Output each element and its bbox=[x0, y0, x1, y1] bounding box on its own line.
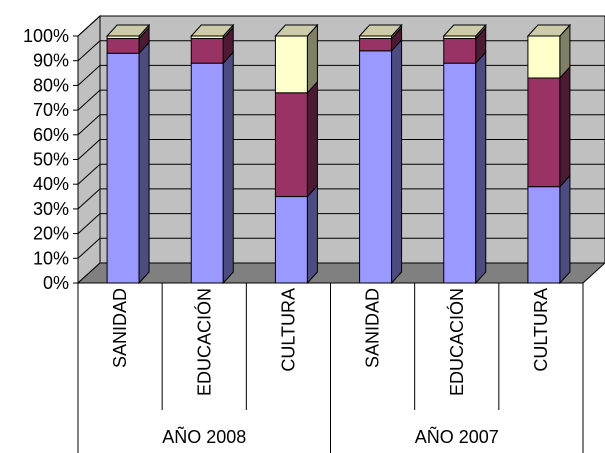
bar-side bbox=[306, 80, 318, 198]
bar-side bbox=[475, 50, 487, 285]
gridline-side bbox=[77, 213, 101, 234]
bars bbox=[105, 23, 572, 285]
bar-segment bbox=[527, 23, 571, 80]
gridline-side bbox=[77, 163, 101, 185]
y-tick-label: 80% bbox=[33, 75, 69, 95]
bar-segment bbox=[443, 50, 487, 285]
bar-top bbox=[358, 24, 403, 37]
category-label: SANIDAD bbox=[363, 288, 383, 368]
gridline-side bbox=[77, 15, 101, 37]
bar-side bbox=[138, 40, 150, 285]
bar-segment bbox=[527, 65, 571, 188]
bar-top bbox=[442, 24, 487, 37]
category-label: CULTURA bbox=[278, 288, 298, 372]
y-tick-label: 70% bbox=[33, 100, 69, 120]
gridline-side bbox=[77, 237, 101, 259]
bar-segment bbox=[274, 23, 318, 95]
bar-front bbox=[359, 37, 393, 52]
gridline-side bbox=[77, 89, 101, 111]
y-tick-label: 30% bbox=[33, 199, 69, 219]
y-tick-label: 60% bbox=[33, 125, 69, 145]
bar-segment bbox=[274, 80, 318, 198]
chart-walls bbox=[77, 14, 605, 285]
bar-front bbox=[106, 52, 140, 284]
y-tick-label: 100% bbox=[23, 26, 69, 46]
floor-plane bbox=[76, 262, 605, 284]
gridline-side bbox=[77, 65, 101, 86]
bar-top bbox=[274, 24, 319, 37]
y-tick-label: 40% bbox=[33, 174, 69, 194]
y-axis: 0% 10% 20% 30% 40% 50% 60% 70% 80% 90% 100% bbox=[23, 26, 79, 293]
group-label: AÑO 2008 bbox=[162, 426, 246, 447]
gridline-side bbox=[77, 188, 101, 210]
bar-front bbox=[274, 92, 308, 198]
category-label: EDUCACIÓN bbox=[446, 288, 467, 396]
gridline-side bbox=[77, 139, 101, 160]
bar-front bbox=[527, 186, 561, 284]
bar-front bbox=[443, 37, 477, 64]
bar-top bbox=[105, 24, 151, 37]
bar-side bbox=[559, 65, 571, 188]
category-label: EDUCACIÓN bbox=[193, 288, 214, 396]
bar-side bbox=[559, 174, 571, 285]
bar-segment bbox=[190, 50, 234, 285]
bar-segment bbox=[106, 40, 150, 285]
category-label: SANIDAD bbox=[110, 288, 130, 368]
gridlines bbox=[77, 15, 605, 259]
bar-top bbox=[526, 24, 572, 37]
bar-side bbox=[391, 38, 403, 285]
bar-side bbox=[306, 23, 318, 95]
y-tick-label: 90% bbox=[33, 51, 69, 71]
bar-front bbox=[190, 37, 224, 64]
bar-front bbox=[190, 62, 224, 284]
bar-front bbox=[274, 35, 308, 94]
y-tick-label: 10% bbox=[33, 248, 69, 268]
bar-side bbox=[306, 184, 318, 285]
y-tick-label: 20% bbox=[33, 224, 69, 244]
bar-front bbox=[527, 77, 561, 188]
bar-front bbox=[106, 37, 140, 54]
gridline-side bbox=[77, 114, 101, 136]
bar-segment bbox=[274, 184, 318, 285]
bar-top bbox=[190, 24, 235, 37]
group-label: AÑO 2007 bbox=[415, 426, 499, 447]
category-label: CULTURA bbox=[531, 288, 551, 372]
y-tick-label: 0% bbox=[43, 273, 69, 293]
x-axis: SANIDAD EDUCACIÓN CULTURA SANIDAD EDUCACIÓN C… bbox=[77, 283, 584, 453]
bar-front bbox=[359, 50, 393, 284]
y-tick-label: 50% bbox=[33, 150, 69, 170]
chart-floor bbox=[76, 262, 605, 284]
gridline-side bbox=[77, 40, 101, 62]
bar-front bbox=[274, 196, 308, 284]
bar-front bbox=[443, 62, 477, 284]
bar-side bbox=[222, 50, 234, 285]
bar-front bbox=[527, 35, 561, 79]
bar-segment bbox=[106, 26, 150, 55]
bar-segment bbox=[359, 38, 403, 285]
bar-segment bbox=[527, 174, 571, 285]
